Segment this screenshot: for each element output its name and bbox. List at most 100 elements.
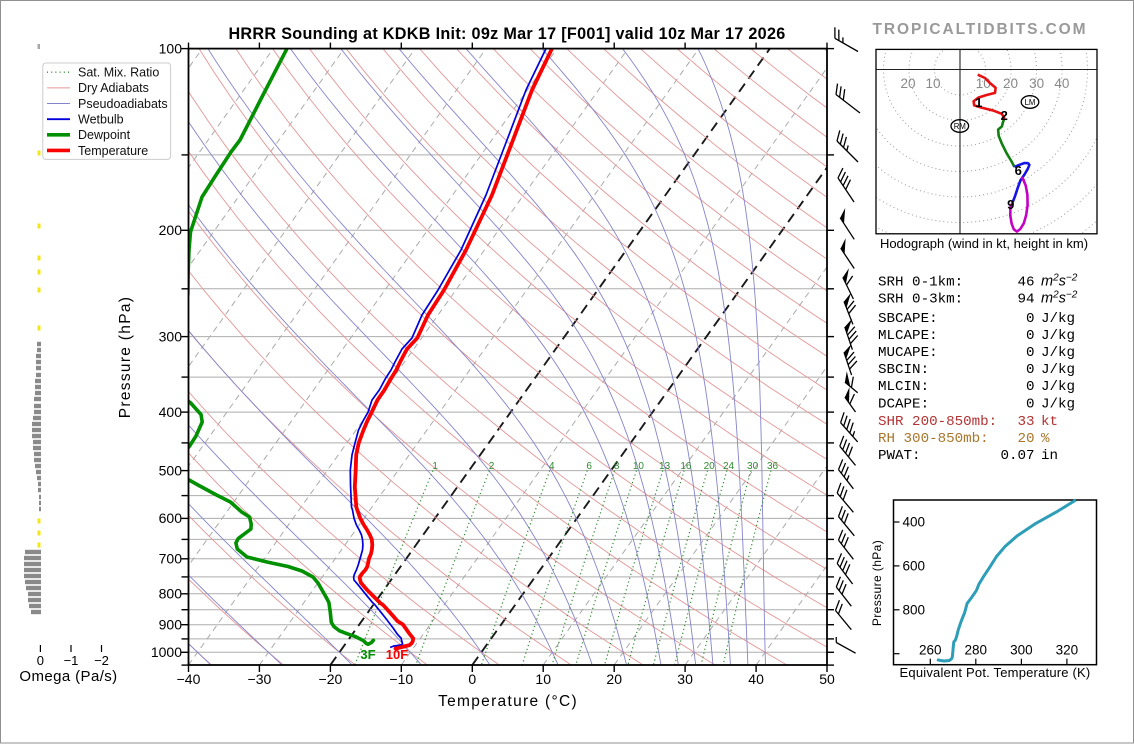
svg-text:280: 280	[965, 643, 988, 658]
svg-text:40: 40	[1054, 76, 1069, 91]
svg-text:24: 24	[723, 461, 735, 472]
svg-text:Hodograph (wind in kt, height: Hodograph (wind in kt, height in km)	[880, 236, 1088, 251]
svg-text:700: 700	[159, 551, 183, 567]
svg-text:MLCAPE:: MLCAPE:	[878, 328, 938, 344]
svg-text:1: 1	[432, 461, 438, 472]
svg-text:Temperature: Temperature	[78, 144, 148, 158]
svg-text:50: 50	[819, 671, 835, 687]
svg-text:J/kg: J/kg	[1041, 345, 1075, 361]
svg-text:20: 20	[704, 461, 716, 472]
svg-text:RH 300-850mb:: RH 300-850mb:	[878, 431, 989, 447]
svg-text:0: 0	[1026, 362, 1035, 378]
svg-text:800: 800	[903, 602, 926, 617]
svg-text:Omega (Pa/s): Omega (Pa/s)	[19, 668, 117, 685]
svg-text:94: 94	[1017, 291, 1034, 307]
svg-text:kt: kt	[1041, 414, 1058, 430]
svg-text:0.07: 0.07	[1000, 448, 1034, 464]
svg-text:9: 9	[1007, 197, 1014, 212]
svg-text:2: 2	[1001, 108, 1008, 123]
svg-text:36: 36	[767, 461, 779, 472]
svg-text:600: 600	[159, 510, 183, 526]
svg-text:Pressure (hPa): Pressure (hPa)	[870, 540, 884, 626]
svg-text:20: 20	[1017, 431, 1034, 447]
svg-text:SRH 0-3km:: SRH 0-3km:	[878, 291, 963, 307]
svg-text:30: 30	[747, 461, 759, 472]
svg-text:DCAPE:: DCAPE:	[878, 396, 929, 412]
svg-text:500: 500	[159, 462, 183, 478]
svg-text:Pressure (hPa): Pressure (hPa)	[117, 296, 134, 418]
svg-text:10: 10	[633, 461, 645, 472]
svg-text:TROPICALTIDBITS.COM: TROPICALTIDBITS.COM	[873, 21, 1088, 38]
svg-text:1000: 1000	[151, 644, 182, 660]
svg-text:0: 0	[37, 653, 44, 668]
svg-text:in: in	[1041, 448, 1058, 464]
svg-text:J/kg: J/kg	[1041, 362, 1075, 378]
svg-text:Temperature (°C): Temperature (°C)	[438, 693, 578, 710]
svg-text:16: 16	[680, 461, 692, 472]
svg-text:−20: −20	[319, 671, 343, 687]
svg-text:0: 0	[468, 671, 476, 687]
svg-text:320: 320	[1056, 643, 1079, 658]
svg-text:0: 0	[1026, 396, 1035, 412]
svg-text:260: 260	[919, 643, 942, 658]
svg-text:300: 300	[1010, 643, 1033, 658]
svg-text:30: 30	[1029, 76, 1044, 91]
svg-text:SRH 0-1km:: SRH 0-1km:	[878, 274, 963, 290]
svg-text:MLCIN:: MLCIN:	[878, 379, 929, 395]
svg-text:%: %	[1041, 431, 1050, 447]
svg-text:10F: 10F	[386, 647, 408, 662]
svg-text:SBCAPE:: SBCAPE:	[878, 311, 938, 327]
svg-text:J/kg: J/kg	[1041, 328, 1075, 344]
svg-text:10: 10	[535, 671, 551, 687]
svg-text:0: 0	[1026, 311, 1035, 327]
svg-text:Sat. Mix. Ratio: Sat. Mix. Ratio	[78, 66, 159, 80]
svg-text:20: 20	[1003, 76, 1018, 91]
svg-text:600: 600	[903, 558, 926, 573]
svg-text:33: 33	[1017, 414, 1034, 430]
svg-text:200: 200	[159, 222, 183, 238]
svg-text:3F: 3F	[360, 647, 375, 662]
svg-text:Wetbulb: Wetbulb	[78, 113, 124, 127]
svg-text:MUCAPE:: MUCAPE:	[878, 345, 938, 361]
svg-text:1: 1	[975, 95, 982, 110]
svg-text:6: 6	[1015, 163, 1022, 178]
svg-text:6: 6	[586, 461, 592, 472]
svg-text:400: 400	[159, 404, 183, 420]
svg-text:−40: −40	[177, 671, 201, 687]
svg-text:Pseudoadiabats: Pseudoadiabats	[78, 97, 168, 111]
svg-text:300: 300	[159, 328, 183, 344]
svg-text:J/kg: J/kg	[1041, 311, 1075, 327]
svg-text:13: 13	[659, 461, 671, 472]
svg-text:SHR 200-850mb:: SHR 200-850mb:	[878, 414, 997, 430]
svg-text:Dewpoint: Dewpoint	[78, 128, 131, 142]
svg-text:Equivalent Pot. Temperature (K: Equivalent Pot. Temperature (K)	[900, 665, 1091, 680]
svg-text:8: 8	[614, 461, 620, 472]
svg-text:100: 100	[159, 40, 183, 56]
svg-text:2: 2	[489, 461, 495, 472]
svg-text:20: 20	[900, 76, 915, 91]
svg-text:0: 0	[1026, 328, 1035, 344]
svg-text:400: 400	[903, 515, 926, 530]
svg-text:40: 40	[748, 671, 764, 687]
svg-text:0: 0	[1026, 379, 1035, 395]
svg-text:HRRR Sounding at KDKB Init: 09: HRRR Sounding at KDKB Init: 09z Mar 17 […	[228, 25, 785, 43]
svg-text:20: 20	[606, 671, 622, 687]
svg-text:4: 4	[549, 461, 555, 472]
svg-text:30: 30	[677, 671, 693, 687]
svg-text:−1: −1	[64, 653, 79, 668]
svg-text:900: 900	[159, 617, 183, 633]
svg-text:−2: −2	[94, 653, 109, 668]
svg-text:RM: RM	[954, 122, 966, 131]
svg-text:LM: LM	[1025, 98, 1036, 107]
svg-text:10: 10	[925, 76, 940, 91]
svg-text:Dry Adiabats: Dry Adiabats	[78, 81, 149, 95]
svg-text:−10: −10	[389, 671, 413, 687]
svg-text:46: 46	[1017, 274, 1034, 290]
svg-text:PWAT:: PWAT:	[878, 448, 921, 464]
svg-text:800: 800	[159, 586, 183, 602]
svg-text:J/kg: J/kg	[1041, 396, 1075, 412]
svg-text:J/kg: J/kg	[1041, 379, 1075, 395]
svg-text:SBCIN:: SBCIN:	[878, 362, 929, 378]
svg-text:0: 0	[1026, 345, 1035, 361]
svg-text:−30: −30	[248, 671, 272, 687]
